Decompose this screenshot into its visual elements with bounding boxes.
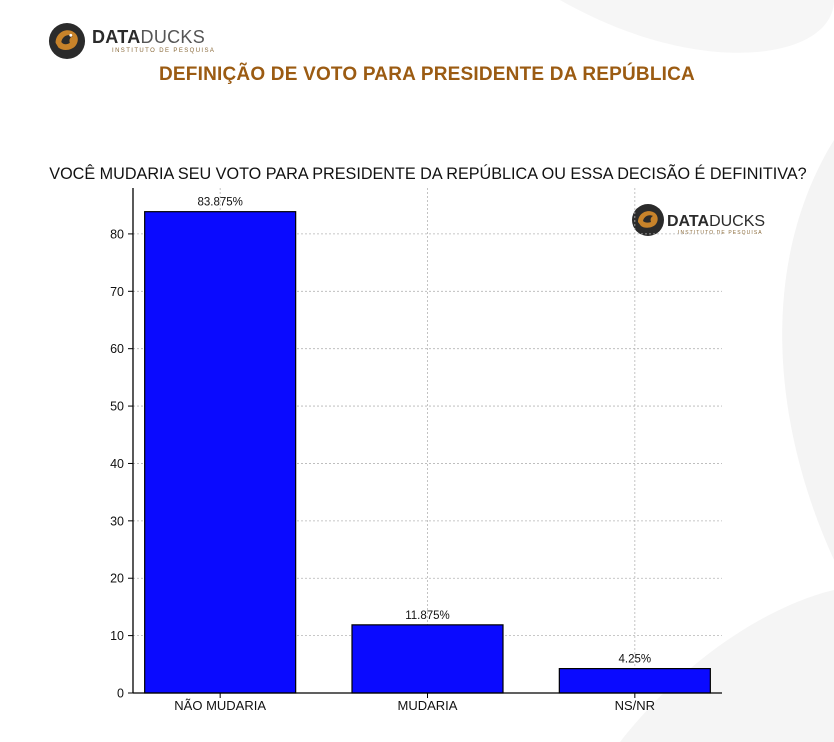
y-tick-label: 50: [110, 400, 124, 414]
page-title: DEFINIÇÃO DE VOTO PARA PRESIDENTE DA REP…: [159, 64, 695, 85]
x-tick-label: MUDARIA: [398, 698, 458, 713]
watermark-tagline: INSTITUTO DE PESQUISA: [678, 230, 763, 236]
y-tick-label: 30: [110, 514, 124, 528]
chart-watermark-logo: DATADUCKS INSTITUTO DE PESQUISA: [632, 204, 765, 236]
bar-value-label: 11.875%: [405, 610, 450, 622]
bar-value-label: 4.25%: [619, 654, 652, 666]
y-tick-label: 40: [110, 457, 124, 471]
brand-logo: DATADUCKS INSTITUTO DE PESQUISA: [48, 22, 215, 60]
y-tick-label: 10: [110, 629, 124, 643]
bar-value-label: 83.875%: [197, 197, 242, 209]
brand-tagline: INSTITUTO DE PESQUISA: [112, 48, 216, 54]
duck-logo-icon: [48, 22, 86, 60]
y-tick-label: 80: [110, 227, 124, 241]
bar-mudaria: [351, 624, 504, 694]
x-tick-label: NS/NR: [615, 698, 655, 713]
y-tick-label: 0: [117, 687, 124, 701]
chart-title: VOCÊ MUDARIA SEU VOTO PARA PRESIDENTE DA…: [49, 163, 806, 183]
bar-ns-nr: [558, 668, 711, 694]
y-tick-label: 20: [110, 572, 124, 586]
bar-n-o-mudaria: [144, 211, 297, 694]
y-tick-label: 60: [110, 342, 124, 356]
x-tick-label: NÃO MUDARIA: [174, 698, 266, 713]
brand-name: DATADUCKS: [92, 27, 206, 47]
y-tick-label: 70: [110, 285, 124, 299]
watermark-name: DATADUCKS: [667, 213, 765, 230]
